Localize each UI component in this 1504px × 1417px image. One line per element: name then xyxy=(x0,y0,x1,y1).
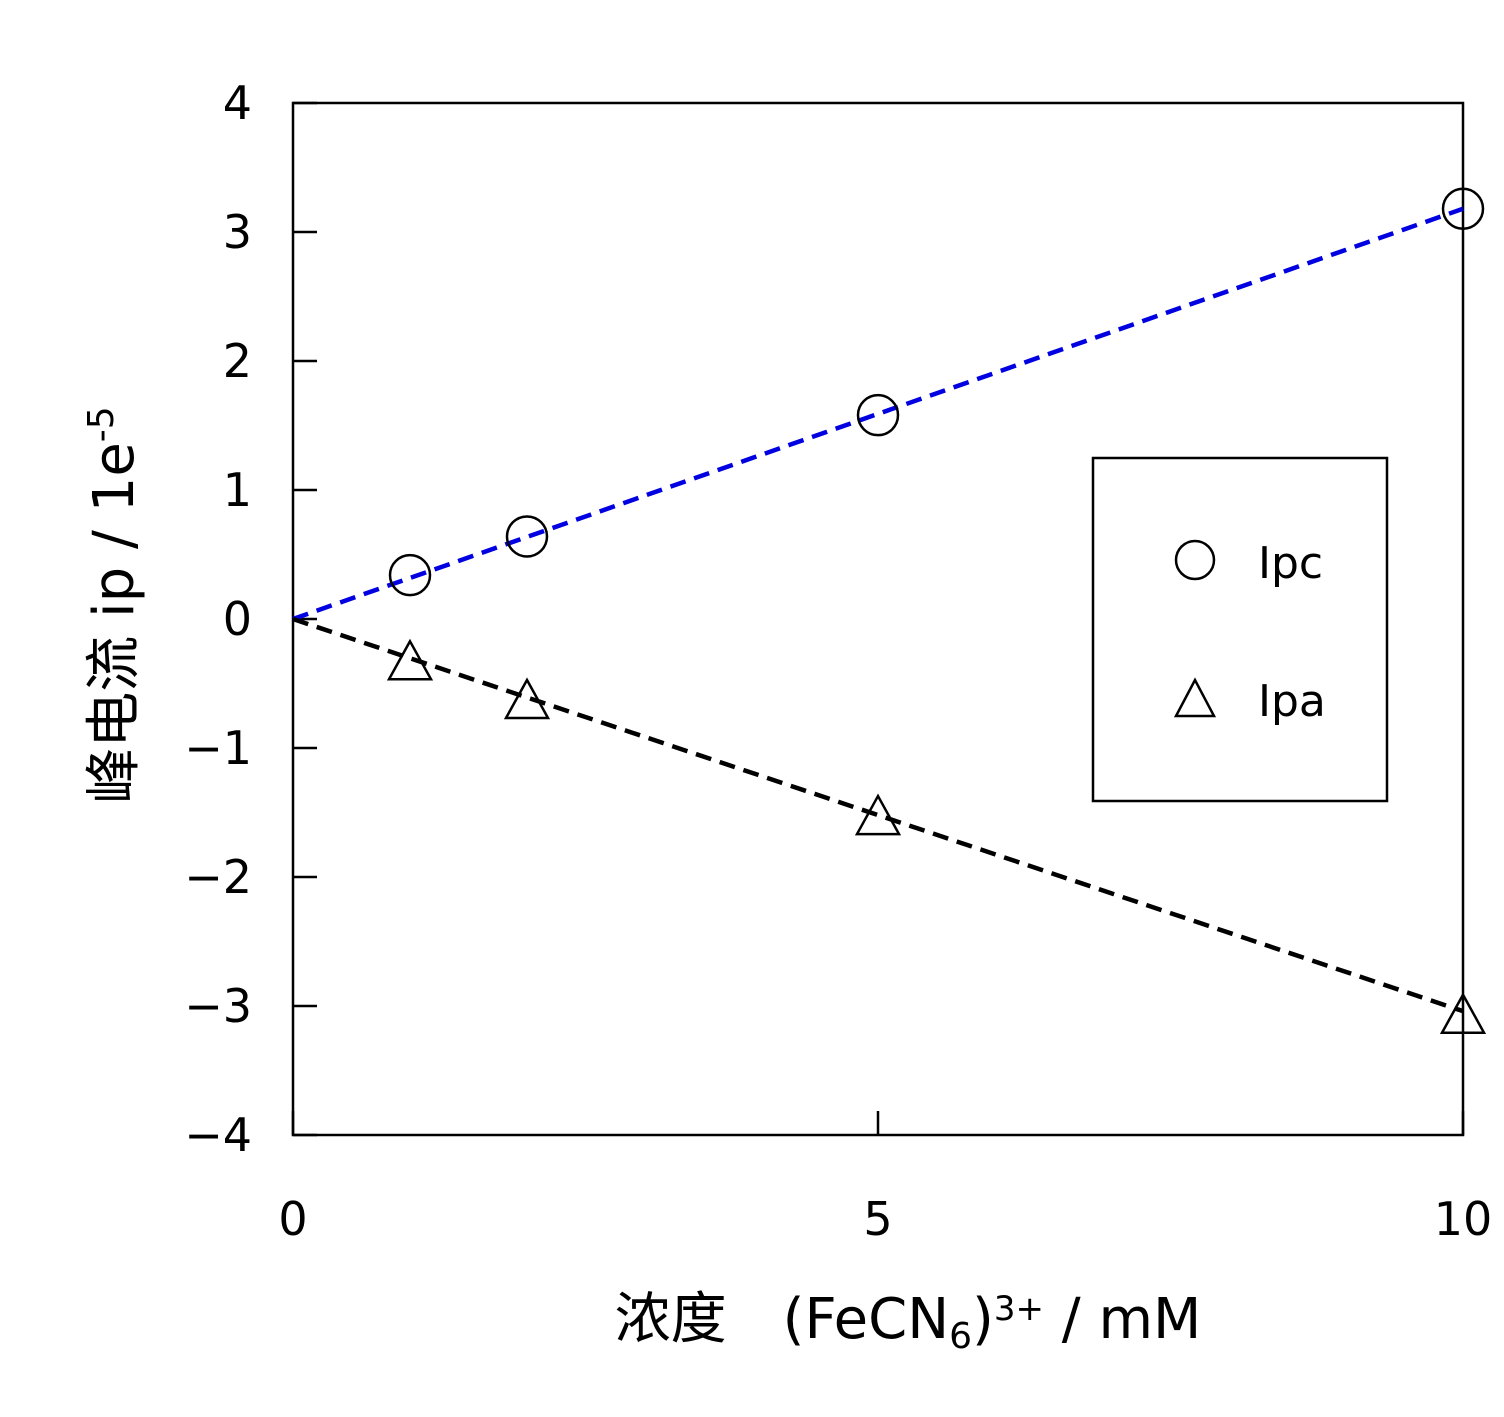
x-axis-title-close: ) xyxy=(972,1287,994,1352)
x-axis-title-main: 浓度 (FeCN xyxy=(615,1287,949,1352)
y-axis-title-main: 峰电流 ip / 1e xyxy=(82,442,147,803)
y-tick-label: 1 xyxy=(223,463,252,517)
point-ipa xyxy=(386,638,434,681)
fit-lines xyxy=(292,206,1464,1014)
point-ipc xyxy=(856,393,900,437)
point-ipa xyxy=(854,793,902,836)
x-axis-title-subscript: 6 xyxy=(949,1316,972,1357)
legend-label-ipc: Ipc xyxy=(1258,538,1323,589)
point-ipc xyxy=(505,515,549,558)
legend: Ipc Ipa xyxy=(1091,456,1389,803)
point-ipc xyxy=(388,553,432,597)
x-axis-title-superscript: 3+ xyxy=(994,1289,1044,1329)
legend-box xyxy=(1091,456,1389,803)
point-ipa xyxy=(503,677,551,720)
point-ipa xyxy=(1439,992,1487,1034)
legend-label-ipa: Ipa xyxy=(1258,676,1326,727)
fit-line-ipa xyxy=(292,616,1464,1014)
y-tick-label: 0 xyxy=(223,592,252,646)
legend-circle-icon xyxy=(1174,539,1216,581)
x-tick-label: 5 xyxy=(863,1192,892,1246)
x-axis-ticks: 0 5 10 xyxy=(278,1111,1492,1246)
x-tick-label: 0 xyxy=(278,1192,307,1246)
y-tick-label: −4 xyxy=(184,1108,252,1162)
fit-line-ipc xyxy=(292,206,1464,622)
y-tick-label: 4 xyxy=(223,76,252,130)
y-tick-label: −2 xyxy=(184,850,252,904)
x-axis-title: 浓度 (FeCN6)3+ / mM xyxy=(615,1287,1202,1357)
y-tick-label: 3 xyxy=(223,205,252,259)
x-tick-label: 10 xyxy=(1434,1192,1493,1246)
data-markers xyxy=(386,187,1487,1034)
y-axis-ticks: −4 −3 −2 −1 0 1 2 3 4 xyxy=(184,76,317,1162)
y-tick-label: −1 xyxy=(184,721,252,775)
y-axis-title-superscript: -5 xyxy=(81,406,122,442)
y-axis-title: 峰电流 ip / 1e-5 xyxy=(81,406,147,803)
point-ipc xyxy=(1441,187,1485,231)
y-tick-label: −3 xyxy=(184,979,252,1033)
x-axis-title-unit: / mM xyxy=(1044,1287,1201,1352)
y-tick-label: 2 xyxy=(223,334,252,388)
legend-triangle-icon xyxy=(1173,677,1217,718)
